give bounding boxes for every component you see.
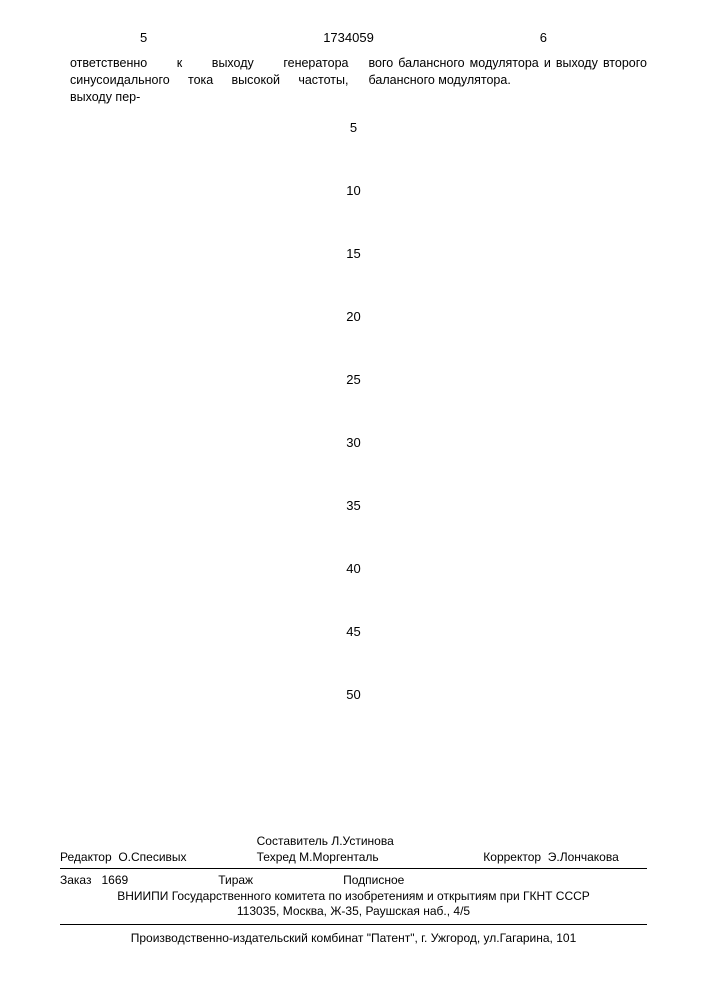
column-number-left: 5 (140, 30, 147, 45)
compiler: Составитель Л.Устинова (257, 834, 451, 848)
document-number: 1734059 (323, 30, 374, 45)
line-number: 10 (346, 183, 360, 246)
right-column-text: вого балансного модулятора и выходу втор… (369, 55, 648, 106)
techred-label: Техред (257, 850, 296, 864)
institution-line1: ВНИИПИ Государственного комитета по изоб… (60, 889, 647, 905)
divider (60, 868, 647, 869)
institution-line2: 113035, Москва, Ж-35, Раушская наб., 4/5 (60, 904, 647, 920)
line-number: 30 (346, 435, 360, 498)
footer: Составитель Л.Устинова Редактор О.Спесив… (60, 834, 647, 945)
left-column-text: ответственно к выходу генератора синусои… (70, 55, 349, 106)
body-text: ответственно к выходу генератора синусои… (70, 55, 647, 106)
techred-name: М.Моргенталь (299, 850, 379, 864)
subscription: Подписное (343, 873, 404, 887)
line-numbers: 5 10 15 20 25 30 35 40 45 50 (346, 120, 360, 750)
divider (60, 924, 647, 925)
order-number: 1669 (102, 873, 129, 887)
printer-info: Производственно-издательский комбинат "П… (60, 931, 647, 945)
line-number: 45 (346, 624, 360, 687)
editor-name: О.Спесивых (118, 850, 186, 864)
line-number: 35 (346, 498, 360, 561)
header-row: 5 1734059 6 (70, 30, 647, 45)
editor-label: Редактор (60, 850, 112, 864)
line-number: 20 (346, 309, 360, 372)
line-number: 15 (346, 246, 360, 309)
corrector-name: Э.Лончакова (548, 850, 619, 864)
line-number: 50 (346, 687, 360, 750)
line-number: 5 (350, 120, 357, 183)
corrector-label: Корректор (483, 850, 541, 864)
column-number-right: 6 (540, 30, 547, 45)
tirazh: Тираж (218, 873, 253, 887)
line-number: 25 (346, 372, 360, 435)
order-label: Заказ (60, 873, 91, 887)
line-number: 40 (346, 561, 360, 624)
